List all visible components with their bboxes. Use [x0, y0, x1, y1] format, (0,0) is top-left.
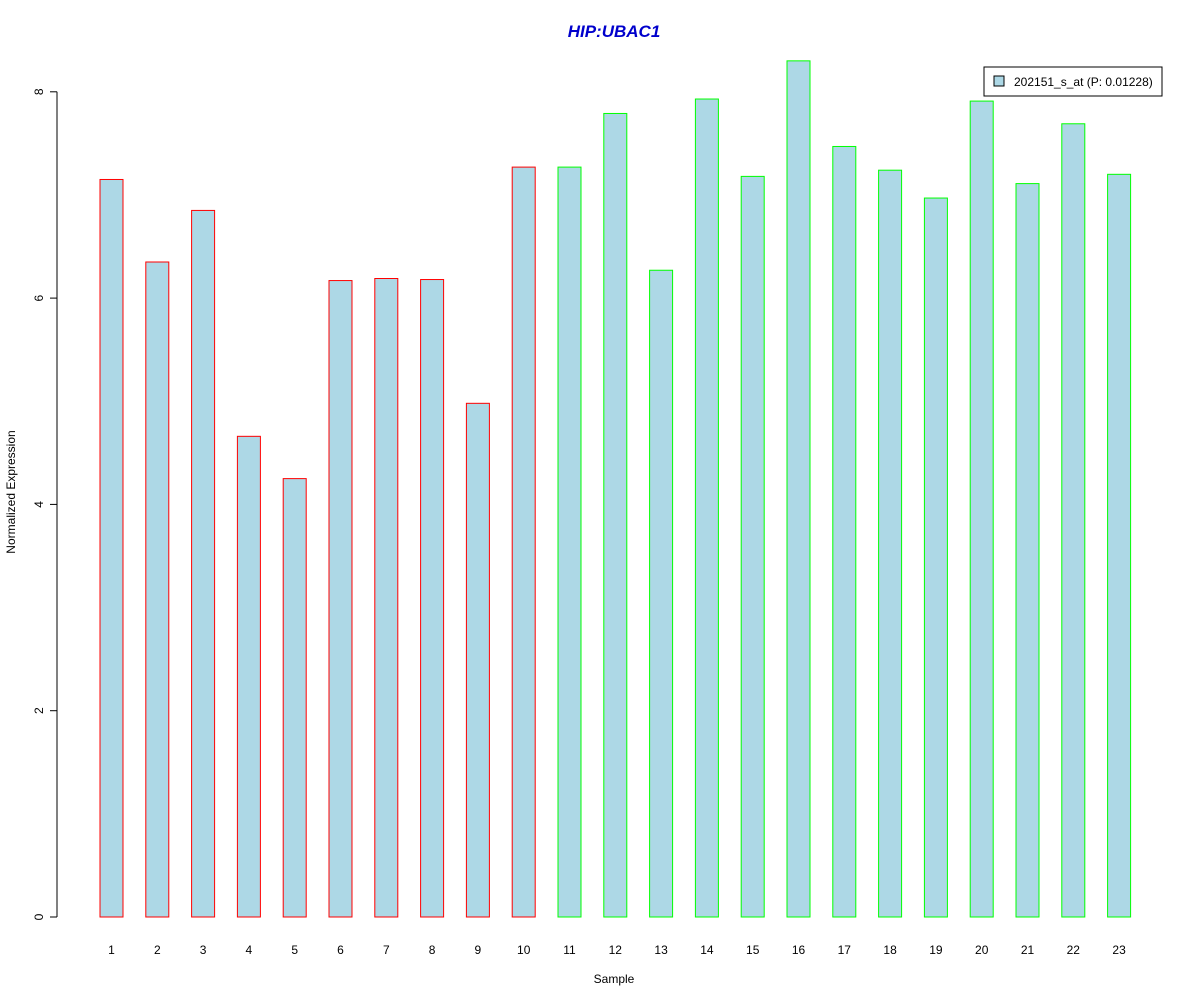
- bar-sample-10: [511, 166, 536, 918]
- y-tick-label: 2: [32, 707, 46, 714]
- bar-sample-20: [969, 100, 994, 918]
- y-tick-label: 8: [32, 88, 46, 95]
- y-axis: 0 2 4 6 8: [32, 88, 58, 920]
- x-tick-label: 16: [792, 943, 806, 957]
- bar-sample-17: [832, 145, 857, 918]
- bar-sample-2: [145, 261, 170, 918]
- y-tick-label: 4: [32, 501, 46, 508]
- bar-sample-23: [1107, 173, 1132, 918]
- y-axis-label: Normalized Expression: [4, 430, 18, 553]
- x-tick-label: 1: [108, 943, 115, 957]
- x-tick-label: 2: [154, 943, 161, 957]
- y-tick-label: 6: [32, 294, 46, 301]
- x-tick-label: 19: [929, 943, 943, 957]
- x-tick-label: 18: [883, 943, 897, 957]
- bar-sample-3: [191, 209, 216, 918]
- x-tick-label: 7: [383, 943, 390, 957]
- bar-sample-18: [878, 169, 903, 918]
- x-tick-labels: 1 2 3 4 5 6 7 8 9 10 11 12 13 14 15 16 17 18 19 20 21 22 23: [108, 943, 1126, 957]
- bar-sample-21: [1015, 183, 1040, 918]
- x-tick-label: 17: [838, 943, 852, 957]
- bar-sample-4: [236, 435, 261, 918]
- x-tick-label: 8: [429, 943, 436, 957]
- bar-sample-16: [786, 60, 811, 918]
- legend: 202151_s_at (P: 0.01228): [983, 66, 1163, 97]
- bar-sample-15: [740, 175, 765, 918]
- x-tick-label: 4: [246, 943, 253, 957]
- bar-sample-7: [374, 278, 399, 918]
- bar-sample-22: [1061, 123, 1086, 918]
- legend-swatch: [993, 75, 1005, 87]
- x-tick-label: 15: [746, 943, 760, 957]
- x-tick-label: 6: [337, 943, 344, 957]
- bar-sample-8: [420, 279, 445, 918]
- x-tick-label: 11: [563, 943, 576, 957]
- bar-sample-13: [649, 269, 674, 918]
- x-tick-label: 20: [975, 943, 989, 957]
- x-tick-label: 13: [654, 943, 668, 957]
- x-tick-label: 12: [609, 943, 623, 957]
- legend-box: [983, 66, 1163, 97]
- x-tick-label: 10: [517, 943, 531, 957]
- x-tick-label: 21: [1021, 943, 1035, 957]
- bars: [99, 60, 1132, 918]
- bar-sample-19: [923, 197, 948, 918]
- legend-label: 202151_s_at (P: 0.01228): [1014, 75, 1153, 89]
- x-tick-label: 14: [700, 943, 714, 957]
- x-tick-label: 9: [475, 943, 482, 957]
- bar-sample-14: [694, 98, 719, 918]
- bar-sample-1: [99, 178, 124, 918]
- x-tick-label: 22: [1067, 943, 1081, 957]
- x-tick-label: 5: [291, 943, 298, 957]
- x-axis-label: Sample: [594, 972, 635, 986]
- bar-sample-11: [557, 166, 582, 918]
- bar-sample-12: [603, 112, 628, 918]
- x-tick-label: 23: [1112, 943, 1126, 957]
- chart-title: HIP:UBAC1: [568, 22, 661, 41]
- y-tick-label: 0: [32, 913, 46, 920]
- bar-sample-5: [282, 478, 307, 918]
- x-tick-label: 3: [200, 943, 207, 957]
- bar-sample-9: [465, 402, 490, 918]
- bar-sample-6: [328, 280, 353, 918]
